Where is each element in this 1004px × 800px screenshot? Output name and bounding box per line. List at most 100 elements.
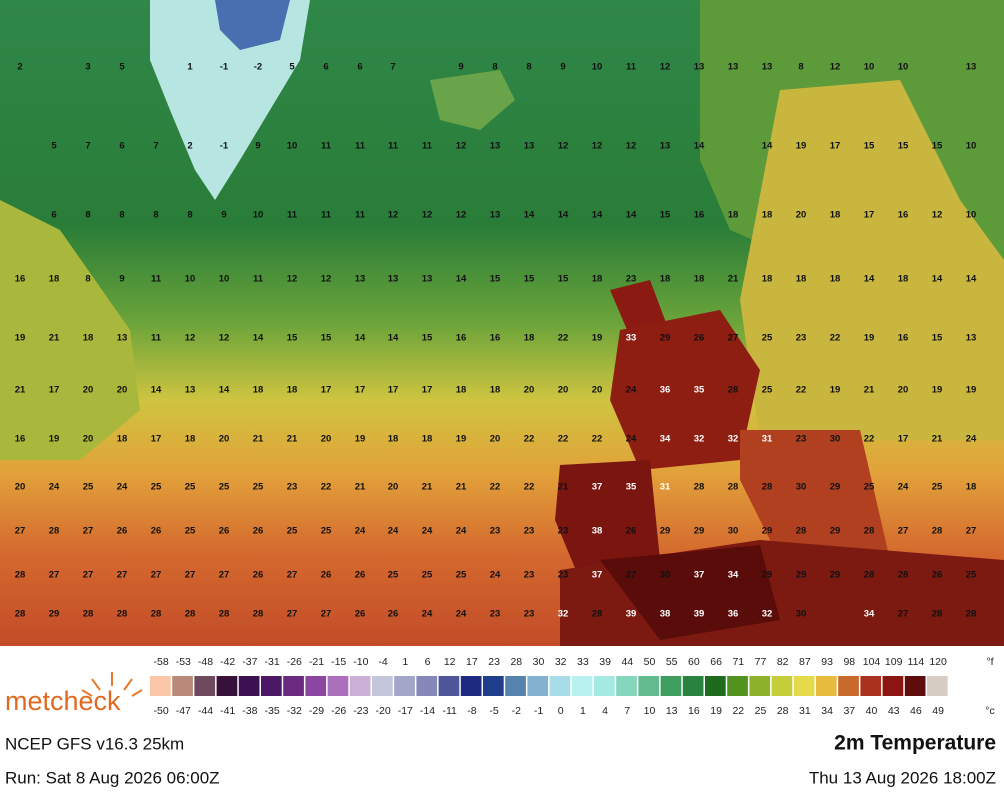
legend-fahrenheit: 82: [777, 656, 789, 668]
temperature-value: 25: [762, 333, 773, 344]
temperature-value: 30: [796, 482, 807, 493]
temperature-value: 18: [898, 274, 909, 285]
temperature-value: 9: [221, 210, 226, 221]
temperature-value: 13: [524, 141, 535, 152]
legend-swatch: [394, 676, 415, 696]
italy-balkans: [740, 430, 890, 560]
temperature-value: 13: [762, 62, 773, 73]
temperature-value: 29: [762, 570, 773, 581]
temperature-value: 14: [592, 210, 603, 221]
temperature-value: 28: [694, 482, 705, 493]
temperature-value: 36: [728, 609, 739, 620]
temperature-value: 25: [864, 482, 875, 493]
temperature-value: 6: [51, 210, 56, 221]
temperature-value: 14: [219, 385, 230, 396]
temperature-value: 14: [355, 333, 366, 344]
temperature-value: 13: [966, 62, 977, 73]
temperature-value: 28: [898, 570, 909, 581]
temperature-value: 13: [388, 274, 399, 285]
temperature-value: 25: [185, 526, 196, 537]
temperature-value: 25: [219, 482, 230, 493]
model-name: NCEP GFS v16.3 25km: [5, 734, 184, 753]
temperature-value: 11: [321, 210, 332, 221]
temperature-value: 11: [321, 141, 332, 152]
temperature-value: 24: [49, 482, 60, 493]
temperature-value: 13: [490, 141, 501, 152]
temperature-value: 18: [49, 274, 60, 285]
temperature-value: 12: [456, 141, 467, 152]
temperature-value: 28: [83, 609, 94, 620]
temperature-value: 28: [253, 609, 264, 620]
temperature-value: 15: [932, 141, 943, 152]
temperature-value: 6: [119, 141, 124, 152]
legend-celsius: -32: [287, 705, 302, 717]
legend: °f °c -58 -53 -48 -42 -37 -31 -26 -21 -15 -10 -4 1 6…: [150, 656, 995, 717]
temperature-value: 18: [287, 385, 298, 396]
temperature-value: 16: [694, 210, 705, 221]
temperature-value: 14: [694, 141, 705, 152]
legend-fahrenheit: -31: [265, 656, 280, 668]
temperature-value: 19: [796, 141, 807, 152]
legend-fahrenheit: 104: [863, 656, 881, 668]
temperature-value: 24: [456, 609, 467, 620]
temperature-value: 8: [798, 62, 803, 73]
temperature-value: 31: [762, 434, 773, 445]
legend-fahrenheit: 12: [444, 656, 456, 668]
legend-celsius: 22: [732, 705, 744, 717]
temperature-value: 13: [117, 333, 128, 344]
legend-swatch: [882, 676, 904, 696]
temperature-value: 25: [321, 526, 332, 537]
legend-fahrenheit: -37: [242, 656, 257, 668]
temperature-value: 23: [524, 609, 535, 620]
temperature-value: 29: [830, 526, 841, 537]
temperature-value: 12: [388, 210, 399, 221]
temperature-value: 28: [728, 482, 739, 493]
legend-swatch: [771, 676, 793, 696]
temperature-value: 21: [932, 434, 943, 445]
legend-celsius: -47: [176, 705, 191, 717]
temperature-value: 18: [456, 385, 467, 396]
temperature-value: 18: [117, 434, 128, 445]
legend-swatch: [460, 676, 482, 696]
temperature-value: 14: [966, 274, 977, 285]
legend-swatch: [194, 676, 216, 696]
run-time: Run: Sat 8 Aug 2026 06:00Z: [5, 768, 220, 787]
temperature-value: 30: [796, 609, 807, 620]
legend-swatch: [860, 676, 882, 696]
temperature-value: 18: [694, 274, 705, 285]
temperature-value: 8: [153, 210, 158, 221]
temperature-value: 22: [796, 385, 807, 396]
legend-swatch: [904, 676, 926, 696]
temperature-value: 20: [15, 482, 26, 493]
temperature-value: 17: [898, 434, 909, 445]
temperature-value: 21: [49, 333, 60, 344]
legend-fahrenheit: 77: [755, 656, 767, 668]
legend-swatch: [216, 676, 238, 696]
temperature-value: 25: [151, 482, 162, 493]
legend-celsius: 10: [644, 705, 656, 717]
temperature-value: 18: [966, 482, 977, 493]
temperature-value: 13: [966, 333, 977, 344]
temperature-value: 15: [898, 141, 909, 152]
temperature-value: 28: [932, 526, 943, 537]
temperature-value: 17: [422, 385, 433, 396]
france: [610, 310, 760, 470]
sahara-hot: [600, 545, 780, 640]
temperature-value: 26: [117, 526, 128, 537]
legend-unit: °c: [985, 705, 994, 717]
legend-fahrenheit: 93: [821, 656, 833, 668]
temperature-value: 26: [355, 609, 366, 620]
temperature-value: 2: [17, 62, 22, 73]
temperature-value: 18: [490, 385, 501, 396]
temperature-value: 25: [83, 482, 94, 493]
legend-swatch: [150, 676, 171, 696]
temperature-value: 10: [287, 141, 298, 152]
temperature-value: 11: [151, 333, 162, 344]
temperature-value: 17: [864, 210, 875, 221]
temperature-value: 10: [966, 141, 977, 152]
legend-fahrenheit: 17: [466, 656, 478, 668]
legend-swatch: [305, 676, 327, 696]
temperature-value: 11: [253, 274, 264, 285]
legend-celsius: 7: [624, 705, 630, 717]
